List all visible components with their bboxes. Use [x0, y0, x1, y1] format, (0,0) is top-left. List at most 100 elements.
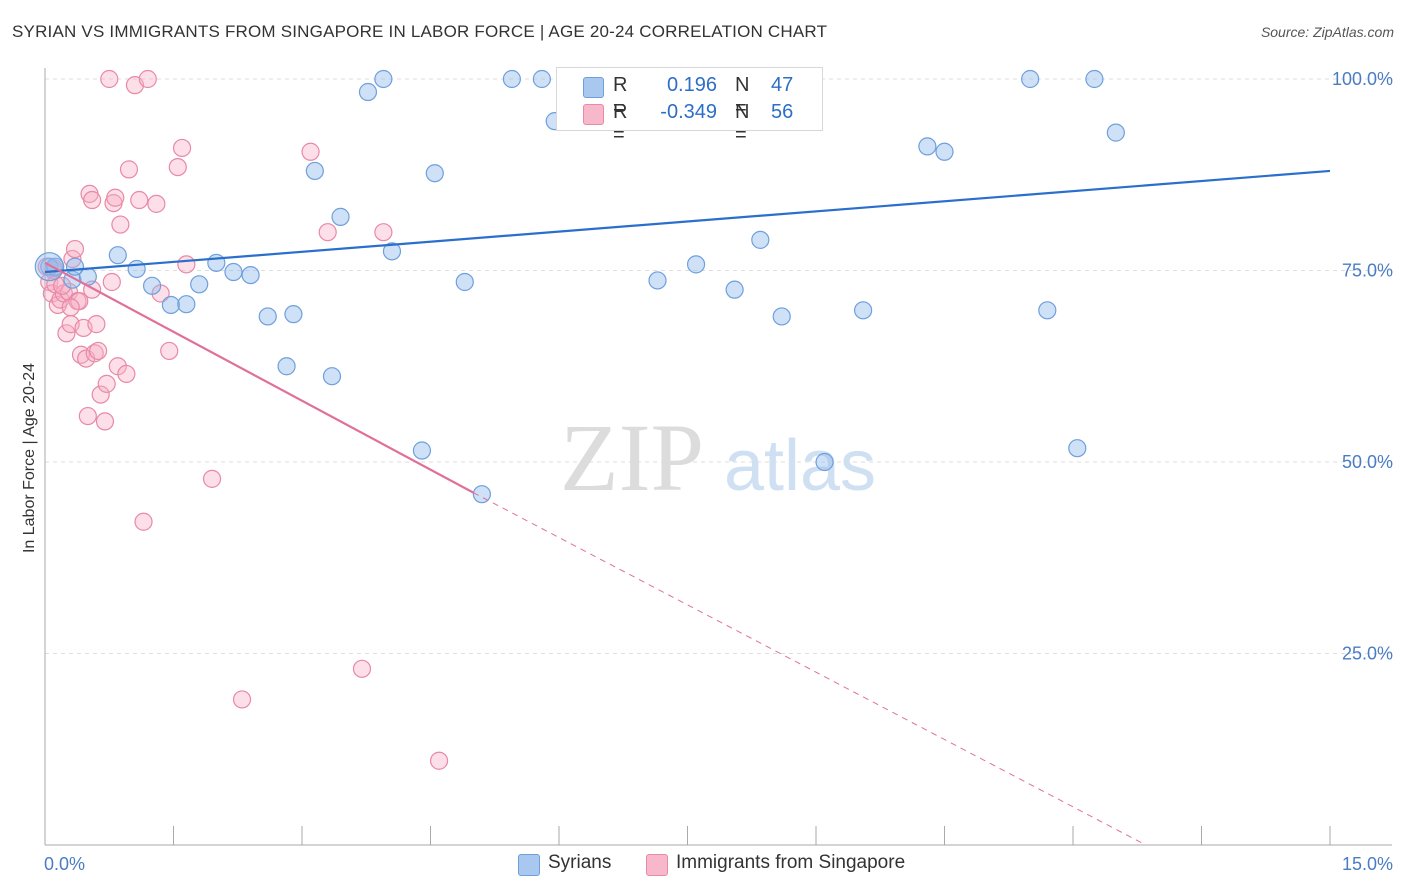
data-point-syrians [224, 262, 243, 282]
y-tick-label: 25.0% [1342, 644, 1393, 664]
data-point-syrians [455, 272, 474, 292]
legend-r-label: R = [613, 74, 628, 119]
data-point-syrians [532, 69, 551, 89]
tick-labels: 25.0% 50.0% 75.0% 100.0% 0.0% 15.0% [44, 69, 1393, 874]
data-point-syrians [331, 207, 350, 226]
data-point-syrians [854, 301, 873, 320]
trend-line-singapore-extension [473, 492, 1147, 846]
data-point-singapore [177, 255, 196, 274]
data-point-syrians [161, 295, 181, 315]
data-point-syrians [277, 357, 296, 376]
trend-lines [44, 169, 1331, 846]
data-point-singapore [95, 412, 115, 431]
watermark-zip: ZIP [560, 404, 704, 511]
data-point-syrians [425, 164, 444, 183]
legend-r-value-syrians: 0.196 [666, 74, 717, 96]
data-point-singapore [100, 69, 119, 89]
data-point-syrians [284, 305, 303, 324]
data-point-syrians [65, 257, 85, 276]
y-tick-label: 50.0% [1342, 452, 1393, 472]
data-point-syrians [241, 265, 260, 285]
data-point-syrians [108, 246, 127, 265]
data-point-syrians [322, 367, 342, 386]
legend-n-value-syrians: 47 [771, 74, 794, 96]
data-point-singapore [57, 324, 76, 343]
data-point-syrians [472, 485, 491, 504]
watermark-atlas: atlas [724, 426, 876, 506]
data-point-syrians [412, 441, 432, 460]
data-point-singapore [168, 157, 187, 177]
data-point-syrians [305, 161, 324, 181]
data-point-singapore [130, 190, 149, 210]
x-tick-label: 15.0% [1342, 854, 1393, 874]
data-point-syrians [382, 242, 402, 261]
data-point-singapore [429, 751, 449, 770]
y-tick-label: 75.0% [1342, 261, 1393, 281]
x-tick-label: 0.0% [44, 854, 85, 874]
correlation-legend: R = 0.196 N = 47 R = -0.349 N = 56 [556, 67, 823, 146]
legend-swatch-singapore [583, 104, 604, 125]
data-point-syrians [258, 307, 277, 326]
data-point-syrians-cluster [34, 252, 64, 282]
grid-lines [45, 78, 1392, 654]
data-point-syrians [751, 230, 770, 249]
data-point-syrians [772, 307, 791, 326]
data-point-syrians [374, 69, 393, 89]
data-point-singapore [202, 469, 222, 488]
data-point-syrians [918, 137, 937, 156]
data-point-singapore [91, 385, 110, 404]
data-point-singapore [102, 272, 121, 292]
data-point-syrians [358, 82, 378, 102]
watermark: ZIP atlas [560, 404, 876, 511]
data-point-singapore [97, 374, 116, 393]
data-point-syrians [207, 253, 226, 272]
data-point-syrians [815, 452, 834, 472]
data-point-singapore [172, 138, 192, 158]
data-point-singapore [83, 190, 102, 210]
data-point-singapore [111, 215, 130, 234]
data-point-syrians [935, 142, 954, 161]
legend-r-label: R = [613, 101, 628, 146]
data-point-singapore [119, 160, 139, 179]
data-point-syrians [1068, 439, 1087, 458]
data-point-singapore [352, 659, 372, 678]
legend-n-label: N = [735, 74, 750, 119]
data-point-syrians [502, 69, 521, 89]
data-point-syrians [1085, 69, 1104, 89]
axes [44, 68, 1392, 846]
legend-label-singapore: Immigrants from Singapore [676, 852, 906, 873]
data-point-syrians [190, 275, 209, 294]
data-point-singapore [232, 690, 252, 709]
data-point-singapore [134, 512, 153, 531]
data-point-syrians [648, 271, 667, 290]
data-point-singapore [61, 298, 80, 317]
legend-n-value-singapore: 56 [771, 101, 794, 123]
data-point-singapore [374, 223, 393, 242]
y-axis-label: In Labor Force | Age 20-24 [21, 363, 38, 553]
data-point-singapore [53, 276, 72, 295]
trend-line-syrians [44, 169, 1331, 274]
data-point-singapore [65, 239, 85, 259]
data-point-singapore [89, 341, 108, 361]
legend-swatch-syrians [583, 77, 604, 98]
data-point-syrians [1021, 69, 1040, 89]
data-point-singapore [301, 142, 320, 161]
legend-r-value-singapore: -0.349 [660, 101, 717, 123]
chart-title: SYRIAN VS IMMIGRANTS FROM SINGAPORE IN L… [12, 22, 828, 41]
data-point-singapore [78, 406, 97, 426]
data-point-singapore [117, 364, 136, 384]
data-point-singapore [160, 341, 179, 361]
data-point-singapore [106, 188, 125, 207]
legend-swatch-syrians [518, 854, 540, 876]
chart-source: Source: ZipAtlas.com [1260, 24, 1394, 40]
legend-label-syrians: Syrians [548, 852, 612, 873]
data-point-syrians [686, 255, 706, 274]
y-tick-label: 100.0% [1332, 69, 1393, 89]
data-point-syrians [1038, 301, 1057, 320]
legend-n-label: N = [735, 101, 750, 146]
data-point-singapore [147, 194, 166, 213]
data-point-syrians [177, 295, 196, 314]
data-point-syrians [127, 259, 146, 279]
trend-line-singapore [44, 261, 474, 494]
